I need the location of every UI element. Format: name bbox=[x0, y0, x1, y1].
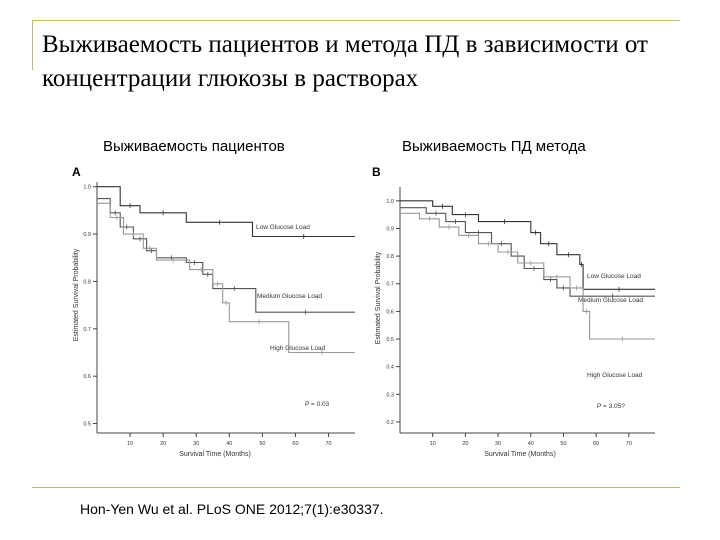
y-tick-label: 0.4 bbox=[386, 365, 394, 371]
slide-title: Выживаемость пациентов и метода ПД в зав… bbox=[42, 31, 648, 92]
x-tick-label: 40 bbox=[528, 441, 534, 447]
y-tick-label: 1.0 bbox=[386, 199, 394, 205]
panel-label: A bbox=[72, 165, 81, 179]
slide-frame-left bbox=[32, 20, 33, 70]
series-label: Medium Glucose Load bbox=[578, 297, 643, 304]
y-axis-label: Estimated Survival Probability bbox=[73, 248, 80, 341]
x-tick-label: 20 bbox=[462, 441, 468, 447]
y-tick-label: 1.0 bbox=[83, 185, 91, 191]
panel-label: B bbox=[372, 165, 381, 179]
y-tick-label: 0.7 bbox=[83, 327, 91, 333]
x-tick-label: 70 bbox=[626, 441, 632, 447]
series-label: Low Glucose Load bbox=[587, 273, 641, 280]
y-tick-label: 0.2 bbox=[386, 420, 394, 426]
x-tick-label: 30 bbox=[193, 441, 199, 447]
series-label: Low Glucose Load bbox=[256, 224, 310, 231]
x-tick-label: 30 bbox=[495, 441, 501, 447]
y-tick-label: 0.5 bbox=[386, 337, 394, 343]
y-tick-label: 0.7 bbox=[386, 282, 394, 288]
citation: Hon-Yen Wu et al. PLoS ONE 2012;7(1):e30… bbox=[80, 501, 384, 517]
x-tick-label: 10 bbox=[430, 441, 436, 447]
y-tick-label: 0.5 bbox=[83, 422, 91, 428]
stat-label: P = 3.05? bbox=[597, 403, 625, 410]
y-tick-label: 0.8 bbox=[83, 279, 91, 285]
x-tick-label: 60 bbox=[292, 441, 298, 447]
x-axis-label: Survival Time (Months) bbox=[179, 451, 251, 458]
survival-curve-medium bbox=[400, 207, 655, 297]
series-label: High Glucose Load bbox=[587, 372, 643, 379]
slide-frame-bottom bbox=[32, 487, 680, 488]
x-tick-label: 50 bbox=[560, 441, 566, 447]
x-tick-label: 50 bbox=[259, 441, 265, 447]
panel-b-heading: Выживаемость ПД метода bbox=[402, 138, 586, 155]
y-tick-label: 0.3 bbox=[386, 392, 394, 398]
y-tick-label: 0.9 bbox=[386, 226, 394, 232]
x-tick-label: 10 bbox=[127, 441, 133, 447]
series-label: High Glucose Load bbox=[270, 345, 326, 352]
panel-a-heading: Выживаемость пациентов bbox=[103, 138, 285, 155]
x-tick-label: 40 bbox=[226, 441, 232, 447]
survival-chart-a: 0.5 0.6 0.7 0.8 0.9 1.0 10 20 30 40 50 60 70 A Surviva… bbox=[72, 165, 355, 458]
x-tick-label: 20 bbox=[160, 441, 166, 447]
y-axis-label: Estimated Survival Probability bbox=[375, 251, 382, 344]
series-label: Medium Glucose Load bbox=[257, 293, 322, 300]
stat-label: P = 0.03 bbox=[305, 401, 330, 408]
survival-chart-b: 0.2 0.3 0.4 0.5 0.6 0.7 0.8 0.9 1.0 10 20 30 40 50 60 7… bbox=[372, 165, 655, 458]
x-axis-label: Survival Time (Months) bbox=[484, 451, 556, 458]
y-tick-label: 0.8 bbox=[386, 254, 394, 260]
x-tick-label: 70 bbox=[325, 441, 331, 447]
x-tick-label: 60 bbox=[593, 441, 599, 447]
y-tick-label: 0.6 bbox=[83, 374, 91, 380]
survival-curve-high bbox=[97, 202, 355, 354]
slide-frame-top bbox=[32, 20, 680, 21]
y-tick-label: 0.6 bbox=[386, 309, 394, 315]
y-tick-label: 0.9 bbox=[83, 232, 91, 238]
